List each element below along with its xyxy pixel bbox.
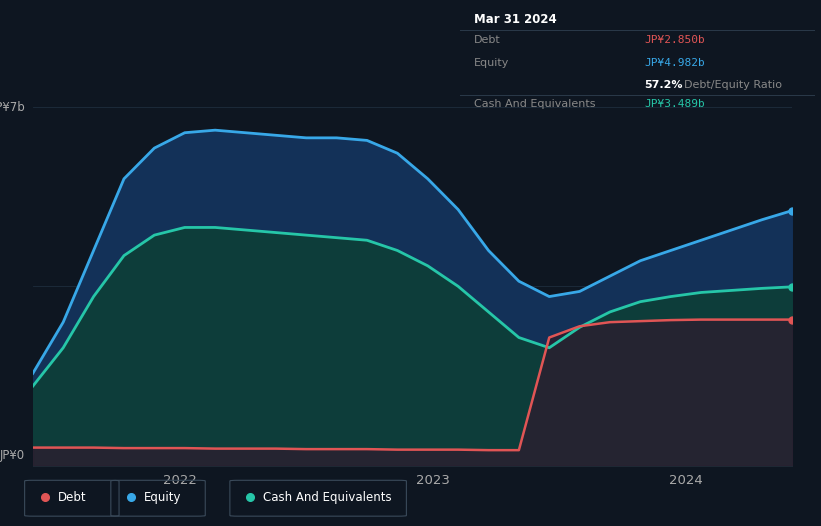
Text: Debt/Equity Ratio: Debt/Equity Ratio [684, 80, 782, 90]
Text: Mar 31 2024: Mar 31 2024 [475, 13, 557, 26]
Text: JP¥2.850b: JP¥2.850b [644, 35, 705, 45]
Text: Debt: Debt [57, 491, 86, 503]
Text: JP¥4.982b: JP¥4.982b [644, 58, 705, 68]
Text: JP¥7b: JP¥7b [0, 100, 25, 114]
Text: JP¥0: JP¥0 [0, 449, 25, 462]
Text: Equity: Equity [144, 491, 181, 503]
Text: 57.2%: 57.2% [644, 80, 683, 90]
Text: Cash And Equivalents: Cash And Equivalents [475, 99, 596, 109]
Text: Cash And Equivalents: Cash And Equivalents [263, 491, 392, 503]
Text: JP¥3.489b: JP¥3.489b [644, 99, 705, 109]
Text: Debt: Debt [475, 35, 501, 45]
Text: Equity: Equity [475, 58, 510, 68]
